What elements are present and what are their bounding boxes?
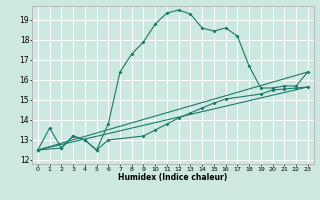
X-axis label: Humidex (Indice chaleur): Humidex (Indice chaleur) [118, 173, 228, 182]
